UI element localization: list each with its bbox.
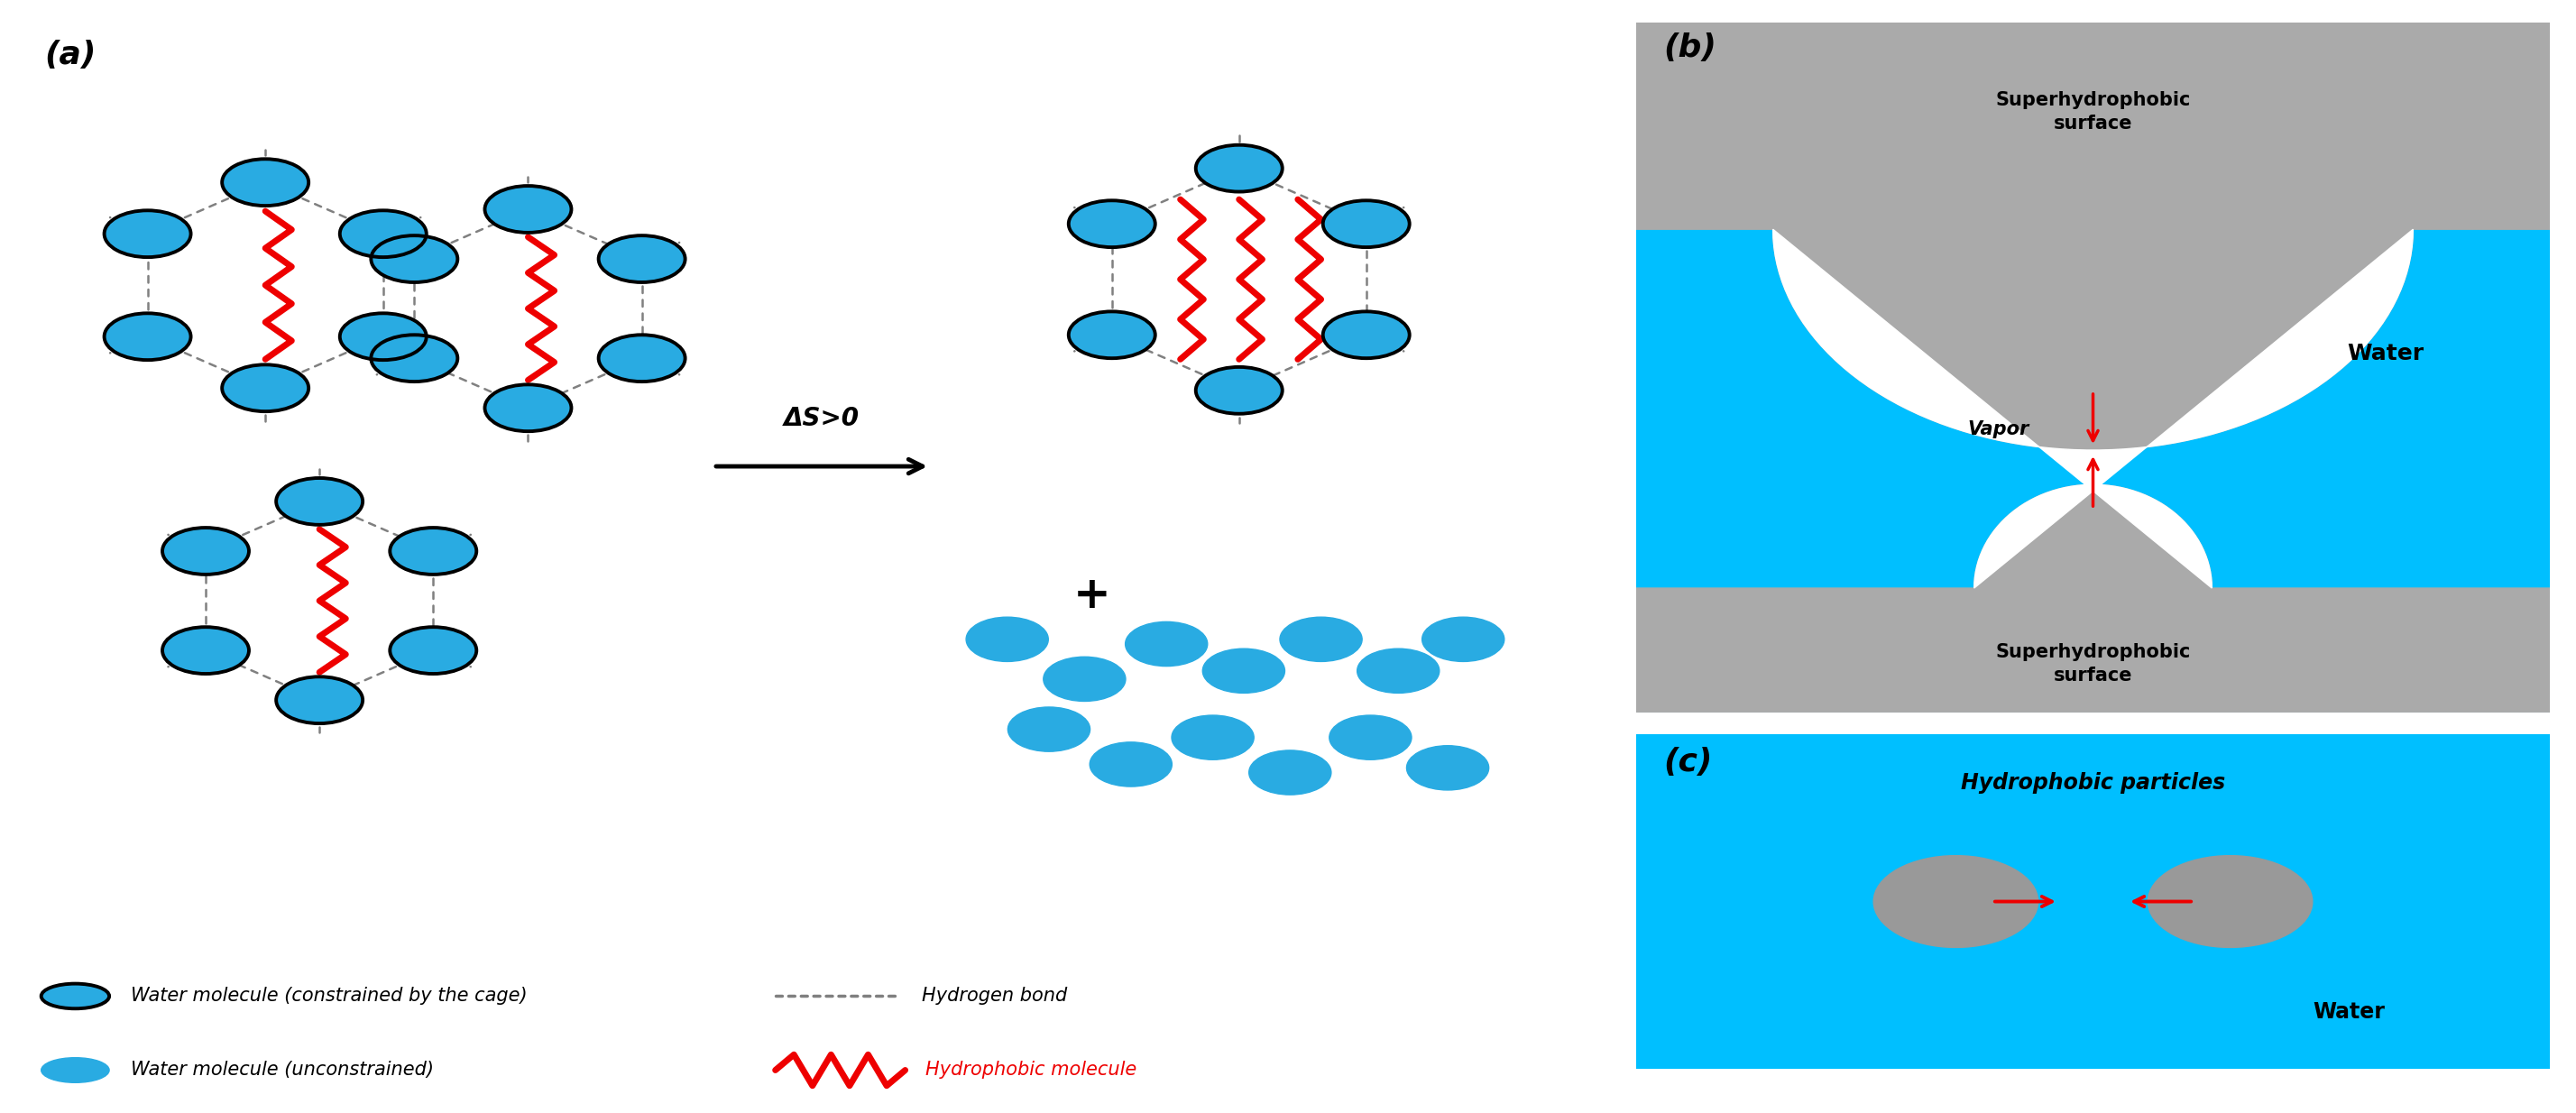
Text: Superhydrophobic
surface: Superhydrophobic surface: [1996, 643, 2190, 684]
Ellipse shape: [371, 335, 459, 382]
Text: +: +: [1074, 573, 1110, 617]
Text: Water molecule (unconstrained): Water molecule (unconstrained): [131, 1061, 433, 1080]
Ellipse shape: [389, 627, 477, 673]
Polygon shape: [1772, 229, 2414, 588]
Ellipse shape: [1069, 312, 1154, 358]
Ellipse shape: [1329, 716, 1412, 760]
Text: Vapor: Vapor: [1968, 421, 2030, 439]
Text: Water: Water: [2313, 1002, 2385, 1023]
Ellipse shape: [1172, 716, 1255, 760]
Ellipse shape: [2148, 856, 2313, 947]
Ellipse shape: [1203, 649, 1285, 693]
Ellipse shape: [1043, 657, 1126, 701]
Text: Hydrophobic molecule: Hydrophobic molecule: [925, 1061, 1136, 1080]
Ellipse shape: [484, 186, 572, 233]
Ellipse shape: [484, 385, 572, 431]
Ellipse shape: [1873, 856, 2038, 947]
Ellipse shape: [1406, 746, 1489, 790]
Ellipse shape: [41, 1057, 108, 1083]
Ellipse shape: [276, 677, 363, 723]
Text: (b): (b): [1664, 32, 1716, 63]
Polygon shape: [1636, 22, 2550, 450]
Text: Superhydrophobic
surface: Superhydrophobic surface: [1996, 91, 2190, 132]
Text: Water molecule (constrained by the cage): Water molecule (constrained by the cage): [131, 987, 528, 1005]
Ellipse shape: [1126, 622, 1208, 667]
Ellipse shape: [222, 365, 309, 412]
Ellipse shape: [1069, 200, 1154, 247]
Ellipse shape: [598, 335, 685, 382]
Ellipse shape: [371, 236, 459, 283]
Text: Hydrogen bond: Hydrogen bond: [922, 987, 1066, 1005]
Ellipse shape: [1249, 750, 1332, 795]
Ellipse shape: [1195, 145, 1283, 191]
Text: (c): (c): [1664, 747, 1713, 778]
Text: (a): (a): [44, 40, 95, 70]
Text: ΔS>0: ΔS>0: [783, 405, 860, 431]
Ellipse shape: [1324, 200, 1409, 247]
Ellipse shape: [162, 627, 250, 673]
Ellipse shape: [598, 236, 685, 283]
Ellipse shape: [103, 210, 191, 257]
Text: Water: Water: [2347, 343, 2424, 364]
Ellipse shape: [1090, 742, 1172, 787]
Ellipse shape: [162, 528, 250, 574]
Ellipse shape: [276, 479, 363, 525]
Ellipse shape: [1280, 617, 1363, 661]
Ellipse shape: [1422, 617, 1504, 661]
Ellipse shape: [340, 313, 428, 359]
Ellipse shape: [1195, 367, 1283, 414]
Polygon shape: [1636, 484, 2550, 712]
Ellipse shape: [222, 159, 309, 206]
Ellipse shape: [1358, 649, 1440, 693]
Text: Hydrophobic particles: Hydrophobic particles: [1960, 771, 2226, 794]
Ellipse shape: [340, 210, 428, 257]
Ellipse shape: [103, 313, 191, 359]
Ellipse shape: [41, 984, 108, 1008]
Ellipse shape: [1007, 707, 1090, 751]
Ellipse shape: [389, 528, 477, 574]
Ellipse shape: [1324, 312, 1409, 358]
Ellipse shape: [966, 617, 1048, 661]
